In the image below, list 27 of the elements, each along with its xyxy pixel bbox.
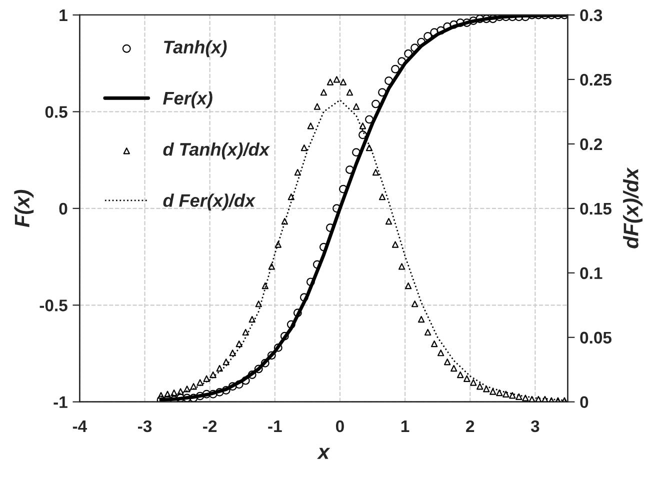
- legend-label: d Tanh(x)/dx: [163, 142, 270, 160]
- legend-label: d Fer(x)/dx: [163, 194, 256, 210]
- y-axis-title: F(x): [14, 190, 34, 228]
- x-tick-label: 0: [336, 420, 344, 432]
- y-tick-label: 0: [59, 202, 68, 215]
- y-tick-label: 0.5: [45, 106, 68, 118]
- y2-tick-label: 0.3: [580, 9, 602, 22]
- y2-tick-label: 0.25: [580, 74, 612, 86]
- y-tick-label: 1: [60, 10, 68, 22]
- x-axis-title: x: [316, 448, 330, 459]
- y2-tick-label: 0.15: [580, 202, 612, 215]
- x-tick-label: -1: [268, 420, 282, 432]
- x-tick-label: -2: [203, 420, 217, 432]
- y2-tick-label: 0.05: [580, 332, 612, 344]
- x-tick-label: 1: [401, 420, 410, 432]
- x-tick-label: -4: [72, 420, 87, 432]
- y-tick-label: -0.5: [40, 300, 68, 312]
- legend-label: Fer(x): [163, 91, 212, 108]
- y2-tick-label: 0.2: [580, 138, 602, 150]
- x-tick-label: -3: [138, 420, 152, 432]
- y2-tick-label: 0: [580, 396, 588, 408]
- x-tick-label: 3: [530, 420, 540, 432]
- legend-label: Tanh(x): [164, 40, 227, 58]
- y2-tick-label: 0.1: [580, 267, 602, 280]
- x-tick-label: 2: [466, 420, 474, 432]
- y2-axis-title: dF(x)/dx: [623, 167, 642, 248]
- y-tick-label: -1: [54, 396, 68, 408]
